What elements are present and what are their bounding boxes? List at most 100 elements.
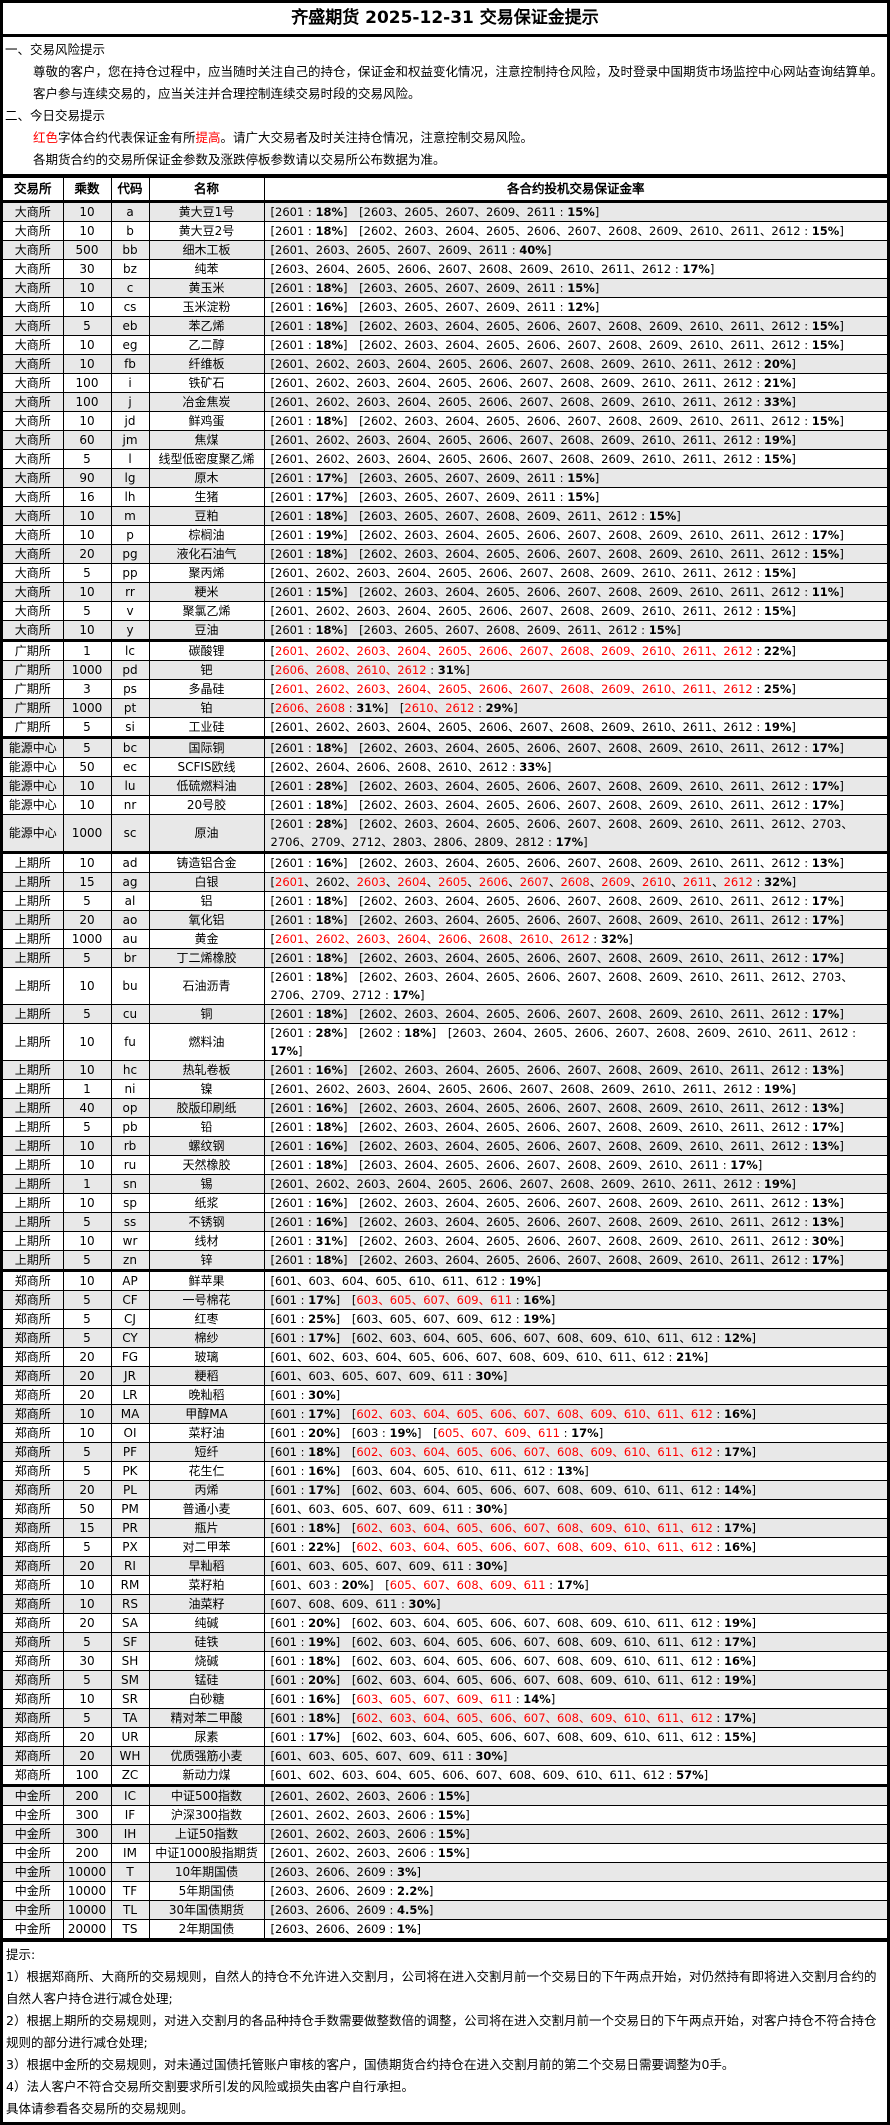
margin-rate: 40% [519,243,547,257]
red-note-mid: 字体合约代表保证金有所 [58,130,196,145]
rate-group: [602、603、604、605、606、607、608、609、610、611… [351,1635,756,1649]
margin-rates-cell: [2601 : 16%] [2602、2603、2604、2605、2606、2… [263,851,887,873]
contract-months: 601 [275,1426,297,1440]
code-cell: j [110,392,150,412]
table-row: 郑商所 20 UR 尿素 [601 : 17%] [602、603、604、605、60… [3,1727,887,1747]
note-item: 2）根据上期所的交易规则，对进入交割月的各品种持仓手数需要做整数倍的调整，公司将… [6,2013,877,2050]
contract-months: 2602、2603、2604、2605、2606、2607、2608、2609、… [270,970,853,1002]
multiplier-cell: 10 [62,278,112,298]
code-cell: IF [110,1805,150,1825]
margin-rates-cell: [2601 : 18%] [2603、2605、2607、2609、2611 :… [263,201,887,222]
exchange-cell: 郑商所 [3,1499,64,1519]
rate-group: [601 : 17%] [270,1293,341,1307]
contract-months: 2601 [275,1007,305,1021]
code-cell: LR [110,1385,150,1405]
contract-months: 601 [275,1312,297,1326]
contract-months: 2603、2605、2607、2608、2609、2611、2612 [363,623,638,637]
multiplier-cell: 100 [62,1765,112,1786]
exchange-cell: 郑商所 [3,1594,64,1614]
contract-months: 601 [275,1540,297,1554]
rate-group: [602、603、604、605、606、607、608、609、610、611… [351,1673,756,1687]
contract-months: 2601、2602、2603、2604、2605、2606、2607、2608、… [275,566,753,580]
margin-rate: 30% [475,1502,503,1516]
table-row: 上期所 10 rb 螺纹钢 [2601 : 16%] [2602、2603、2604、2… [3,1136,887,1156]
name-cell: 短纤 [148,1442,265,1462]
code-cell: zn [110,1250,150,1271]
rate-group: [2601 : 18%] [270,547,348,561]
contract-months: 2602、2603、2604、2605、2606、2607、2608、2609、… [363,1234,801,1248]
code-cell: SA [110,1613,150,1633]
contract-months: 2601 [275,856,305,870]
multiplier-cell: 10 [62,620,112,641]
margin-rate: 28% [315,817,343,831]
margin-rate: 15% [811,224,840,238]
margin-rates-cell: [2601、2602、2603、2606 : 15%] [263,1805,887,1825]
code-cell: nr [110,795,150,815]
name-cell: 鲜苹果 [148,1269,265,1291]
margin-rate: 18% [308,1445,336,1459]
multiplier-cell: 30 [62,259,112,279]
margin-rates-cell: [2601 : 16%] [2602、2603、2604、2605、2606、2… [263,1212,887,1232]
margin-rates-cell: [2601、2602、2603、2604、2605、2606、2607、2608… [263,392,887,412]
margin-rate: 28% [315,1026,343,1040]
name-cell: 纤维板 [148,354,265,374]
contract-month: 2603 [356,875,386,889]
margin-rates-cell: [2603、2606、2609 : 3%] [263,1862,887,1882]
multiplier-cell: 10 [62,335,112,355]
code-cell: TS [110,1919,150,1939]
margin-rates-cell: [601 : 20%] [603 : 19%] [605、607、609、611… [263,1423,887,1443]
table-row: 中金所 200 IC 中证500指数 [2601、2602、2603、2606 : 15… [3,1784,887,1806]
margin-rates-cell: [2601 : 19%] [2602、2603、2604、2605、2606、2… [263,525,887,545]
table-row: 上期所 10 bu 石油沥青 [2601 : 18%] [2602、2603、2604、… [3,967,887,1005]
table-row: 郑商所 10 RM 菜籽粕 [601、603 : 20%] [605、607、608、6… [3,1575,887,1595]
name-cell: 30年国债期货 [148,1900,265,1920]
section2-heading: 二、今日交易提示 [5,108,106,123]
table-row: 中金所 300 IF 沪深300指数 [2601、2602、2603、2606 : 15… [3,1805,887,1825]
contract-months: 2601、2602、2603、2604、2605、2606、2607、2608、… [275,682,753,696]
margin-rates-cell: [601、603、604、605、610、611、612 : 19%] [263,1269,887,1291]
table-row: 大商所 30 bz 纯苯 [2603、2604、2605、2606、2607、2608、… [3,259,887,279]
name-cell: 黄玉米 [148,278,265,298]
table-row: 大商所 100 j 冶金焦炭 [2601、2602、2603、2604、2605、260… [3,392,887,412]
contract-months: 2601 [275,951,305,965]
code-cell: op [110,1098,150,1118]
rate-group: [2601、2602、2603、2604、2605、2606、2607、2608… [270,357,796,371]
name-cell: 螺纹钢 [148,1136,265,1156]
rate-group: [602、603、604、605、606、607、608、609、610、611… [351,1616,756,1630]
margin-rate: 17% [308,1293,336,1307]
margin-rate: 13% [556,1464,585,1478]
contract-months: 2601 [275,779,305,793]
multiplier-cell: 100 [62,392,112,412]
margin-rates-cell: [2601、2602、2603、2604、2605、2606、2607、2608… [263,430,887,450]
name-cell: 苯乙烯 [148,316,265,336]
margin-rate: 30% [308,1388,336,1402]
exchange-cell: 中金所 [3,1862,64,1882]
code-cell: pb [110,1117,150,1137]
multiplier-cell: 5 [62,1309,112,1329]
rate-group: [2601 : 18%] [270,224,348,238]
exchange-cell: 大商所 [3,487,64,507]
multiplier-cell: 5 [62,316,112,336]
contract-months: 2601、2602、2603、2604、2605、2606、2607、2608、… [275,376,753,390]
exchange-cell: 上期所 [3,1079,64,1099]
exchange-cell: 郑商所 [3,1689,64,1709]
margin-rates-cell: [601 : 18%] [602、603、604、605、606、607、608… [263,1518,887,1538]
name-cell: 一号棉花 [148,1290,265,1310]
table-row: 上期所 1 ni 镍 [2601、2602、2603、2604、2605、2606、26… [3,1079,887,1099]
contract-month: 2601 [275,875,305,889]
margin-rate: 15% [437,1789,466,1803]
contract-months: 2602、2603、2604、2605、2606、2607、2608、2609、… [363,319,801,333]
name-cell: 国际铜 [148,736,265,758]
contract-months: 601 [275,1673,297,1687]
margin-rate: 14% [723,1483,752,1497]
code-cell: PR [110,1518,150,1538]
multiplier-cell: 15 [62,872,112,892]
exchange-cell: 大商所 [3,506,64,526]
margin-rate: 13% [811,1196,840,1210]
name-cell: 镍 [148,1079,265,1099]
name-cell: 热轧卷板 [148,1060,265,1080]
contract-months: 2603、2605、2607、2609、2611 [363,471,556,485]
margin-rate: 19% [315,528,343,542]
exchange-cell: 中金所 [3,1843,64,1863]
rate-group: [2601 : 18%] [270,741,348,755]
